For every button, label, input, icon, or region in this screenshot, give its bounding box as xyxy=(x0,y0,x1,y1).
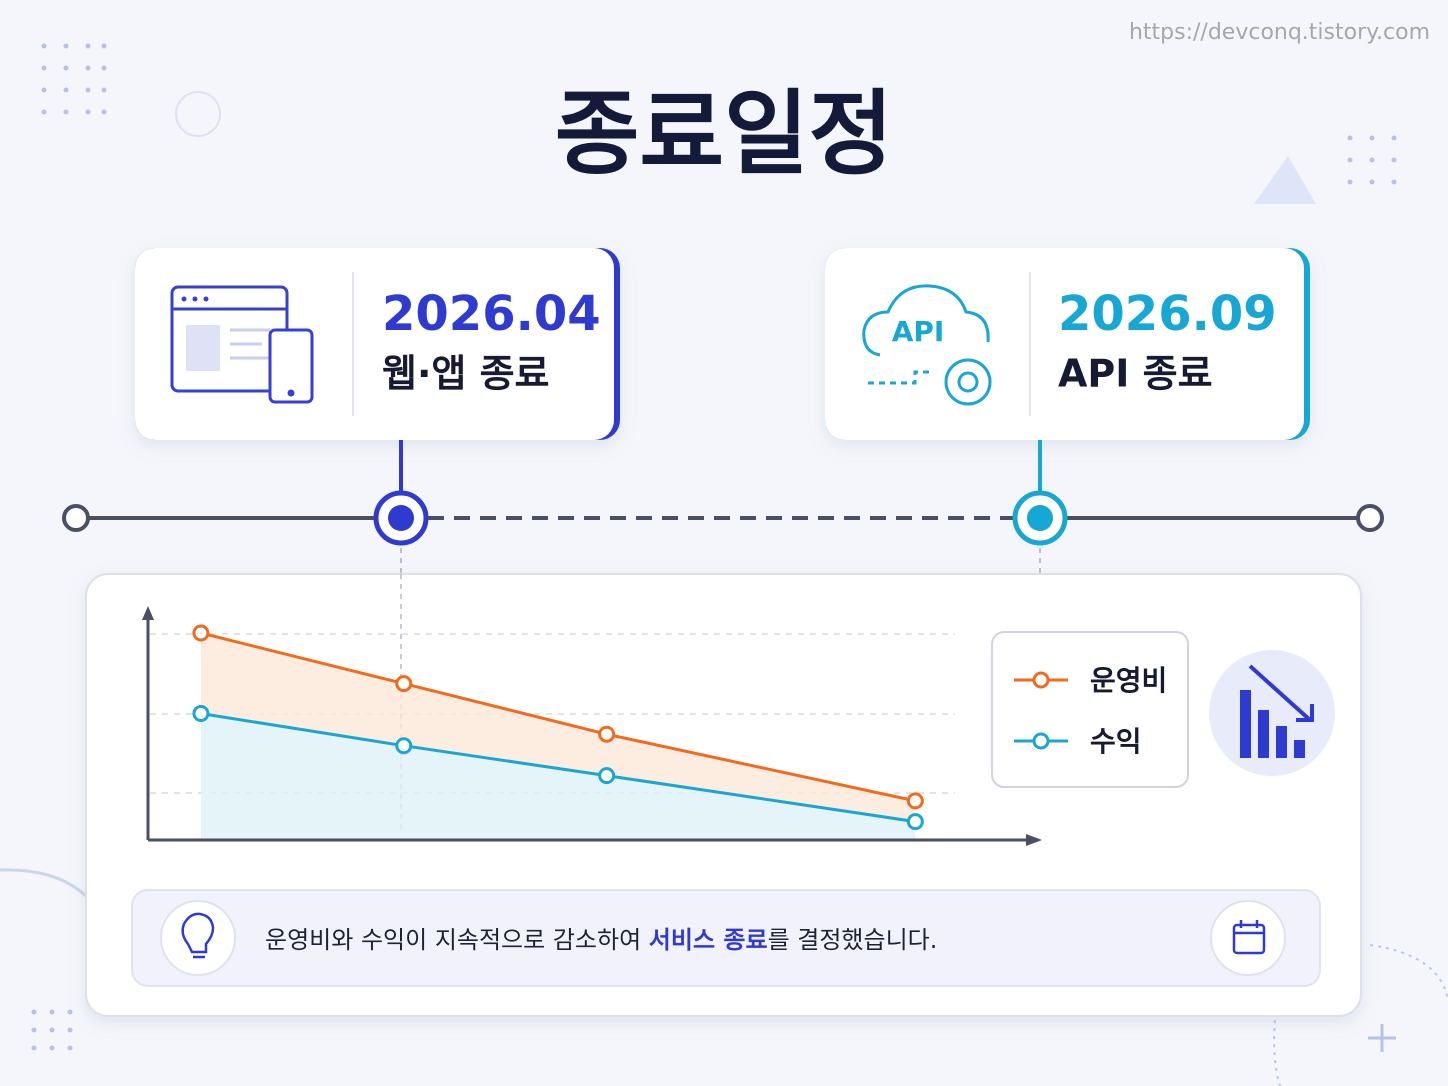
web-app-icon xyxy=(170,285,314,404)
note-part: 를 결정했습니다. xyxy=(768,926,938,954)
api-icon-text: API xyxy=(892,315,945,348)
data-point xyxy=(192,705,210,722)
legend-swatch xyxy=(1032,732,1050,750)
milestone-card: 2026.04 웹·앱 종료 xyxy=(135,248,620,440)
legend xyxy=(991,631,1189,788)
area xyxy=(200,633,916,822)
decline-icon xyxy=(1209,650,1335,776)
deco-plus xyxy=(1368,1024,1396,1052)
data-point xyxy=(598,725,616,743)
plot xyxy=(150,624,955,840)
note-highlight: 서비스 종료 xyxy=(649,926,768,954)
deco-triangle xyxy=(1254,156,1316,204)
dots xyxy=(31,43,1397,1051)
legend-label: 운영비 xyxy=(1090,664,1167,697)
series-line xyxy=(200,712,916,824)
milestone-label: 웹·앱 종료 xyxy=(382,352,550,396)
series-line xyxy=(200,631,916,803)
data-point xyxy=(395,737,413,755)
data-point xyxy=(192,624,210,642)
data-point xyxy=(598,767,616,785)
legend-swatch xyxy=(1032,671,1050,689)
deco-arc xyxy=(0,868,92,902)
note-bar xyxy=(131,889,1321,987)
deco-circle xyxy=(175,91,221,137)
legend-label: 수익 xyxy=(1090,725,1142,758)
milestone-card: API 2026.09 API 종료 xyxy=(825,248,1310,440)
milestone-date: 2026.09 xyxy=(1058,286,1277,342)
source-url: https://devconq.tistory.com xyxy=(1129,20,1430,45)
timeline xyxy=(62,440,1384,830)
milestone-label: API 종료 xyxy=(1058,352,1213,396)
api-cloud-icon xyxy=(862,284,992,406)
data-point xyxy=(906,813,924,831)
note-text: 운영비와 수익이 지속적으로 감소하여 서비스 종료를 결정했습니다. xyxy=(265,926,937,954)
data-point xyxy=(395,675,413,693)
axes xyxy=(142,606,1042,846)
milestone-date: 2026.04 xyxy=(382,286,601,342)
area xyxy=(200,713,916,840)
deco-arc xyxy=(1273,944,1448,1086)
calendar-icon xyxy=(1210,900,1286,976)
bulb-icon xyxy=(160,900,236,976)
data-point xyxy=(906,792,924,810)
page-title: 종료일정 xyxy=(555,80,894,187)
note-part: 운영비와 수익이 지속적으로 감소하여 xyxy=(265,926,649,954)
